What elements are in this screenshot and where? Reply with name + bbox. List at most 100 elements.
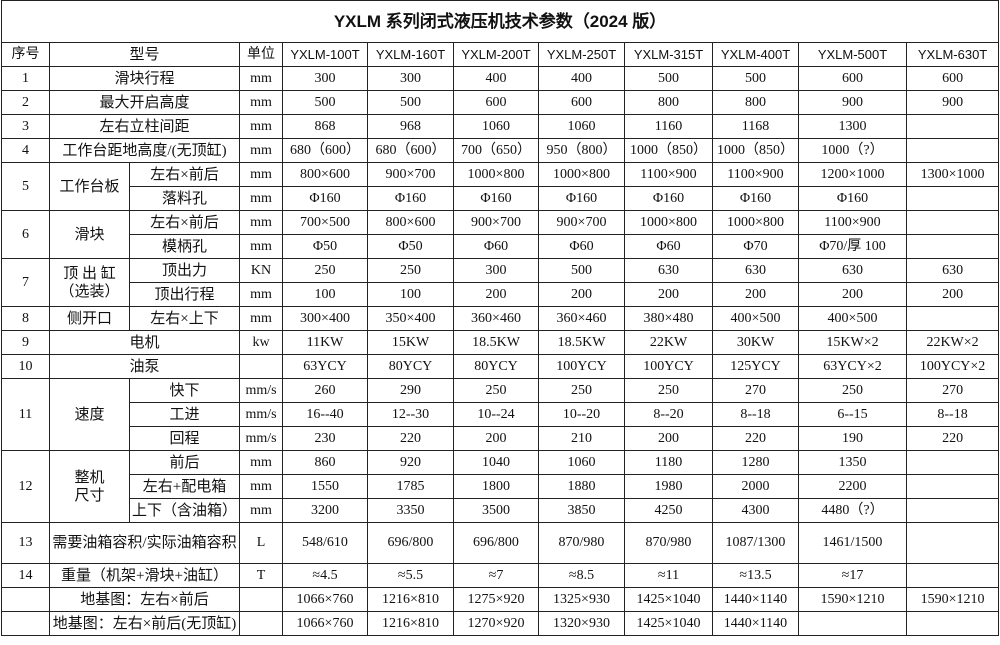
value-cell: 680（600） [367,138,454,163]
value-cell [905,450,1000,475]
value-cell: 250 [624,378,713,403]
model-header: YXLM-160T [367,42,454,67]
item-label: 油泵 [49,354,240,379]
value-cell: 548/610 [282,522,368,564]
value-cell: Φ160 [538,186,625,211]
value-cell: 4250 [624,498,713,523]
value-cell: 1425×1040 [624,611,713,636]
item-label: 工进 [129,402,240,427]
group-label: 速度 [49,378,130,451]
unit-cell: mm [239,210,283,235]
value-cell: 260 [282,378,368,403]
value-cell: 1000（850） [712,138,799,163]
item-label: 滑块行程 [49,66,240,91]
value-cell: 200 [453,282,539,307]
item-label: 左右+配电箱 [129,474,240,499]
header-row: 序号 型号 单位 YXLM-100T YXLM-160T YXLM-200T YXLM-25… [1,42,1000,67]
value-cell: 12--30 [367,402,454,427]
value-cell: 1425×1040 [624,587,713,612]
value-cell: 300×400 [282,306,368,331]
value-cell: ≈7 [453,563,539,588]
value-cell: 1280 [712,450,799,475]
row-number [1,611,50,636]
value-cell: 3200 [282,498,368,523]
unit-cell: mm [239,234,283,259]
value-cell: 30KW [712,330,799,355]
value-cell: 700×500 [282,210,368,235]
value-cell: 200 [538,282,625,307]
value-cell: 950（800） [538,138,625,163]
value-cell: 1880 [538,474,625,499]
value-cell: 220 [905,426,1000,451]
unit-cell [239,354,283,379]
value-cell: 300 [367,66,454,91]
value-cell: 3500 [453,498,539,523]
group-label: 顶 出 缸 （选装） [49,258,130,307]
value-cell: Φ70 [712,234,799,259]
item-label: 工作台距地高度/(无顶缸) [49,138,240,163]
value-cell: 500 [712,66,799,91]
value-cell: 800 [712,90,799,115]
value-cell: 80YCY [367,354,454,379]
value-cell: 1440×1140 [712,587,799,612]
item-label: 顶出行程 [129,282,240,307]
value-cell: 2200 [798,474,907,499]
value-cell: 680（600） [282,138,368,163]
unit-cell: mm [239,66,283,91]
data-row: 10 油泵 63YCY 80YCY 80YCY 100YCY 100YCY 125YCY 63Y… [1,354,1000,379]
unit-cell: mm/s [239,426,283,451]
value-cell: 3350 [367,498,454,523]
item-label: 左右×前后 [129,162,240,187]
value-cell: 3850 [538,498,625,523]
data-row: 4 工作台距地高度/(无顶缸) mm 680（600） 680（600） 700（650）… [1,138,1000,163]
model-header: YXLM-630T [905,42,1000,67]
value-cell [905,138,1000,163]
value-cell: 16--40 [282,402,368,427]
unit-cell: mm [239,306,283,331]
value-cell: 270 [905,378,1000,403]
row-number: 2 [1,90,50,115]
value-cell: Φ60 [538,234,625,259]
value-cell: 1216×810 [367,611,454,636]
item-label: 地基图：左右×前后 [49,587,240,612]
table-title: YXLM 系列闭式液压机技术参数（2024 版） [0,0,1000,43]
value-cell: 400×500 [712,306,799,331]
unit-cell: mm [239,90,283,115]
value-cell: 800×600 [367,210,454,235]
value-cell: 10--20 [538,402,625,427]
row-number: 1 [1,66,50,91]
data-row: 地基图：左右×前后(无顶缸) 1066×760 1216×810 1270×920 13… [1,611,1000,636]
value-cell: 1060 [453,114,539,139]
value-cell: 210 [538,426,625,451]
row-number: 10 [1,354,50,379]
row-number: 5 [1,162,50,211]
value-cell [905,186,1000,211]
value-cell: 1350 [798,450,907,475]
value-cell: 400×500 [798,306,907,331]
value-cell: 600 [453,90,539,115]
value-cell: 63YCY [282,354,368,379]
header-cell: 单位 [239,42,283,67]
value-cell: 1216×810 [367,587,454,612]
row-number: 3 [1,114,50,139]
value-cell: 868 [282,114,368,139]
unit-cell [239,587,283,612]
unit-cell: mm/s [239,378,283,403]
value-cell: 8--18 [905,402,1000,427]
value-cell: 11KW [282,330,368,355]
value-cell: 250 [538,378,625,403]
model-header: YXLM-400T [712,42,799,67]
item-label: 前后 [129,450,240,475]
item-label: 重量（机架+滑块+油缸） [49,563,240,588]
unit-cell: T [239,563,283,588]
value-cell: Φ160 [798,186,907,211]
value-cell: 250 [367,258,454,283]
value-cell: 968 [367,114,454,139]
value-cell: 920 [367,450,454,475]
value-cell: 1100×900 [624,162,713,187]
value-cell: 80YCY [453,354,539,379]
value-cell: 500 [282,90,368,115]
data-row: 3 左右立柱间距 mm 868 968 1060 1060 1160 1168 1300 [1,114,1000,139]
data-row: 13 需要油箱容积/实际油箱容积 L 548/610 696/800 696/800 870… [1,522,1000,564]
value-cell: Φ60 [624,234,713,259]
